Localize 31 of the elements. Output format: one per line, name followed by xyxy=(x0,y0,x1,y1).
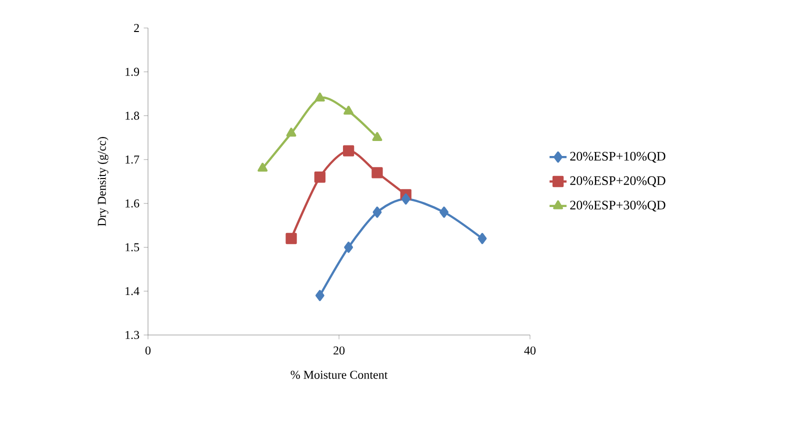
x-tick-label: 40 xyxy=(524,346,536,355)
point xyxy=(314,92,325,102)
y-tick-label: 1.5 xyxy=(126,243,140,252)
point xyxy=(286,232,297,244)
point xyxy=(342,145,354,156)
point xyxy=(372,206,382,218)
y-axis-title: Dry Density (g/cc) xyxy=(97,137,108,226)
y-tick-label: 2 xyxy=(134,24,139,32)
y-tick-label: 1.9 xyxy=(126,68,140,76)
point xyxy=(258,162,268,172)
point xyxy=(315,290,324,302)
point xyxy=(401,193,410,205)
point xyxy=(372,132,382,141)
x-tick-label: 20 xyxy=(334,346,345,355)
point xyxy=(440,206,449,218)
point xyxy=(344,242,354,253)
x-axis-title: % Moisture Content xyxy=(290,370,388,379)
point xyxy=(372,167,383,178)
point xyxy=(344,106,354,115)
y-tick-label: 1.4 xyxy=(126,287,140,296)
legend-label: 20%ESP+10%QD xyxy=(570,152,666,163)
y-tick-label: 1.8 xyxy=(126,112,140,120)
legend-label: 20%ESP+30%QD xyxy=(570,200,666,212)
y-tick-label: 1.6 xyxy=(126,199,140,208)
y-tick-label: 1.3 xyxy=(126,330,140,340)
point xyxy=(286,128,296,137)
y-tick-label: 1.7 xyxy=(126,156,140,164)
point xyxy=(478,232,487,244)
point xyxy=(314,172,326,183)
x-tick-label: 0 xyxy=(145,346,151,355)
legend-label: 20%ESP+20%QD xyxy=(570,176,666,188)
